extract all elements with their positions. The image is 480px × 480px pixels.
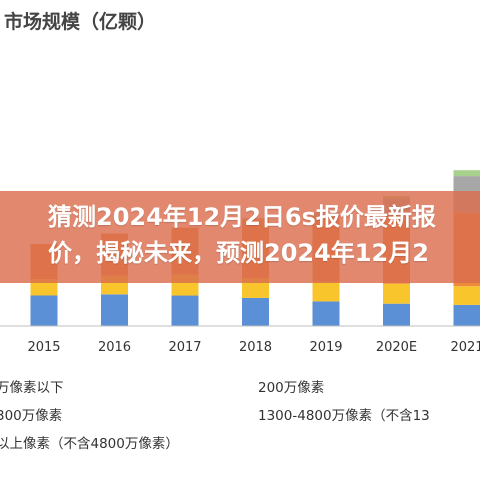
bar-2021-series-5 [453, 170, 480, 177]
x-tick-labels: 2015 2016 2017 2018 2019 2020E 2021 [27, 340, 480, 355]
bar-2018-series-0 [242, 297, 269, 326]
headline-banner[interactable]: 猜测2024年12月2日6s报价最新报价，揭秘未来，预测2024年12月2 [0, 191, 480, 283]
x-tick-label: 2020E [376, 340, 417, 355]
x-tick-label: 2019 [309, 340, 342, 355]
legend-item-200mp: 200万像素 [258, 376, 324, 396]
x-tick-label: 2016 [98, 340, 131, 355]
bar-2015-series-0 [30, 295, 58, 326]
bar-2017-series-0 [171, 295, 199, 326]
bar-2015-series-1 [30, 279, 58, 296]
legend-label: 200万像素 [258, 380, 325, 396]
bar-2019-series-0 [312, 301, 340, 326]
headline-text[interactable]: 猜测2024年12月2日6s报价最新报价，揭秘未来，预测2024年12月2 [48, 203, 436, 267]
x-tick-label: 2018 [239, 340, 272, 355]
bar-2021-series-0 [453, 304, 480, 326]
legend-item-below: 万像素以下 [0, 376, 64, 396]
x-tick-label: 2015 [27, 340, 60, 355]
legend-item-1300-4800mp: 1300-4800万像素（不含13 [258, 404, 430, 424]
bar-2019-series-1 [312, 281, 340, 302]
x-tick-label: 2017 [168, 340, 201, 355]
legend-label: 1300-4800万像素（不含13 [258, 408, 430, 424]
legend-label: 万像素以下 [0, 380, 64, 396]
legend-label: 300万像素 [0, 408, 63, 424]
bar-2020E-series-0 [383, 303, 410, 326]
legend-label: 以上像素（不含4800万像素） [0, 436, 179, 452]
bar-2016-series-0 [101, 294, 128, 326]
bar-2020E-series-1 [383, 283, 410, 304]
x-tick-label: 2021 [450, 340, 480, 355]
bar-2021-series-1 [453, 286, 480, 305]
legend-item-300mp: 300万像素 [0, 404, 62, 424]
legend-item-above: 以上像素（不含4800万像素） [0, 432, 179, 452]
chart-title: 市场规模（亿颗） [4, 11, 157, 33]
